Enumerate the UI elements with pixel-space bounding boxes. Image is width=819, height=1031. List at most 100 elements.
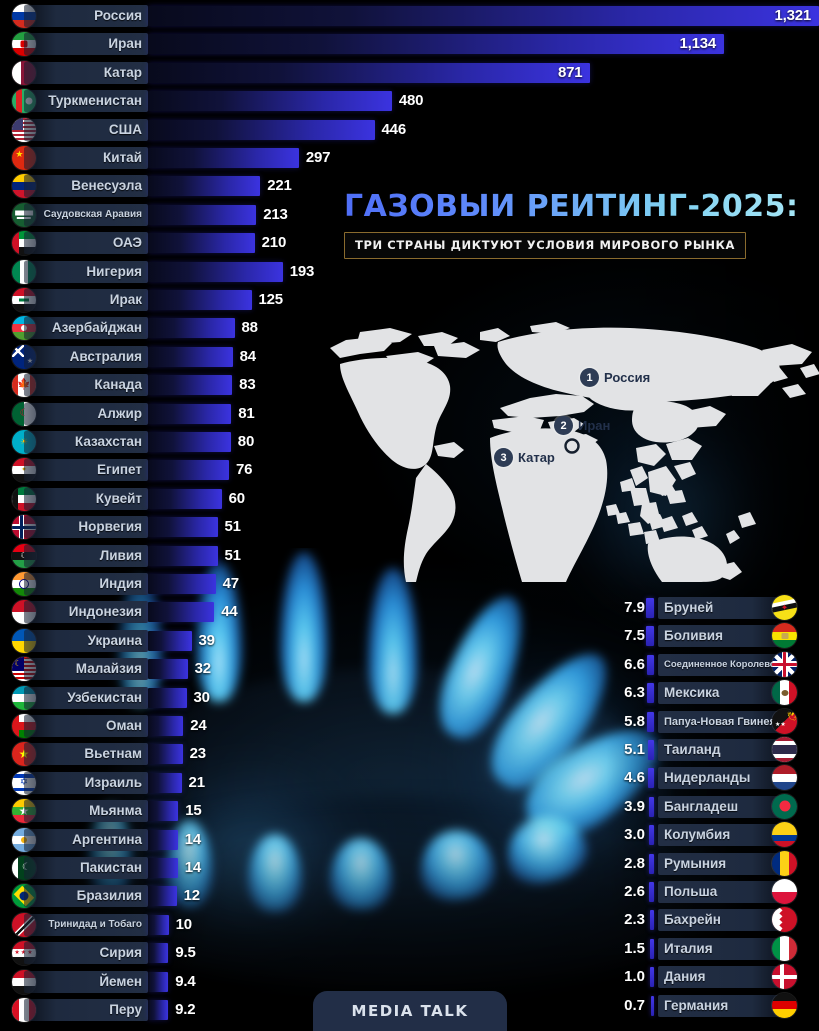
value-bar	[148, 687, 187, 708]
country-name: Катар	[103, 64, 142, 80]
value-bar	[647, 683, 654, 704]
value-bar	[647, 740, 654, 760]
country-name: Румыния	[664, 855, 727, 871]
country-flag-bh-icon	[772, 907, 797, 933]
ranking-row: Саудовская Аравия 213	[0, 201, 819, 229]
value-bar	[148, 943, 169, 964]
value-label: 60	[228, 489, 246, 507]
country-name: Аргентина	[72, 831, 142, 847]
country-name: Иран	[108, 36, 142, 52]
ranking-row: ☾ Малайзия 32	[0, 655, 819, 683]
country-label-panel: Колумбия	[658, 824, 785, 847]
ranking-row: Индия 47	[0, 570, 819, 598]
value-label: 76	[235, 461, 253, 479]
country-label-panel: Германия	[658, 994, 785, 1017]
ranking-row: Тринидад и Тобаго 10	[0, 911, 819, 939]
value-label: 213	[263, 205, 288, 223]
map-marker-3[interactable]: 3 Катар	[494, 448, 555, 467]
value-bar	[649, 853, 655, 874]
country-label-panel: Катар	[24, 61, 148, 84]
value-bar	[148, 630, 192, 651]
country-name: Бразилия	[76, 888, 142, 904]
country-name: Ливия	[99, 547, 142, 563]
map-marker-rank: 3	[494, 448, 513, 467]
secondary-ranking-row: 7.5 Боливия	[579, 622, 819, 650]
ranking-row: Катар 871	[0, 59, 819, 87]
value-bar	[148, 574, 216, 594]
secondary-ranking-row: 2.6 Польша	[579, 878, 819, 906]
country-name: Саудовская Аравия	[43, 208, 142, 220]
country-flag-nl-icon	[772, 765, 797, 791]
value-label: 39	[198, 631, 215, 649]
media-talk-label: MEDIA TALK	[351, 1002, 469, 1020]
secondary-ranking-row: 2.3 Бахрейн	[579, 906, 819, 934]
value-label: 1,134	[679, 35, 717, 53]
map-marker-rank: 2	[554, 416, 573, 435]
map-marker-2[interactable]: 2 Иран	[554, 416, 610, 435]
country-name: Вьетнам	[84, 746, 142, 762]
country-label-panel: Азербайджан	[24, 317, 148, 340]
value-bar	[148, 261, 283, 282]
map-marker-label: Иран	[578, 418, 611, 433]
country-label-panel: Канада	[24, 374, 148, 397]
value-label: 1.5	[624, 939, 645, 957]
value-bar	[148, 1000, 169, 1020]
country-label-panel: Саудовская Аравия	[24, 203, 148, 226]
country-name: Германия	[664, 997, 729, 1013]
ranking-row: Йемен 9.4	[0, 968, 819, 996]
ranking-row: США 446	[0, 116, 819, 144]
map-marker-rank: 1	[580, 368, 599, 387]
country-name: США	[108, 121, 142, 137]
media-talk-badge[interactable]: MEDIA TALK	[313, 991, 507, 1031]
country-name: Индонезия	[68, 604, 142, 620]
ranking-row: Перу 9.2	[0, 996, 819, 1024]
value-bar	[148, 62, 591, 83]
country-name: Канада	[94, 377, 142, 393]
country-name: Кувейт	[95, 490, 142, 506]
value-bar	[649, 882, 654, 902]
country-label-panel: Ливия	[24, 544, 148, 567]
page-subtitle: ТРИ СТРАНЫ ДИКТУЮТ УСЛОВИЯ МИРОВОГО РЫНК…	[355, 238, 736, 252]
country-label-panel: Италия	[658, 937, 785, 960]
value-label: 2.6	[624, 883, 645, 900]
country-name: Бруней	[664, 600, 714, 615]
value-label: 12	[183, 887, 201, 905]
value-label: 44	[221, 603, 238, 621]
value-label: 14	[184, 830, 202, 848]
country-name: Индия	[99, 576, 142, 591]
value-bar	[148, 148, 299, 168]
ranking-row: Азербайджан 88	[0, 314, 819, 342]
value-label: 871	[558, 63, 583, 81]
value-label: 88	[241, 319, 258, 337]
value-bar	[148, 6, 819, 26]
country-name: Азербайджан	[51, 320, 142, 336]
value-label: 3.0	[624, 826, 645, 844]
value-label: 51	[224, 546, 241, 564]
value-label: 446	[381, 120, 407, 138]
country-flag-co-icon	[772, 822, 797, 848]
country-name: Соединенное Королевство	[664, 658, 792, 670]
map-marker-1[interactable]: 1 Россия	[580, 368, 650, 387]
value-label: 297	[305, 149, 331, 166]
country-flag-th-icon	[772, 737, 797, 762]
country-flag-pl-icon	[772, 879, 797, 904]
country-label-panel: Бахрейн	[658, 909, 785, 932]
country-name: Мьянма	[89, 803, 142, 819]
country-name: Польша	[664, 884, 718, 899]
country-label-panel: Египет	[24, 459, 148, 482]
value-bar	[646, 626, 654, 647]
value-bar	[148, 488, 222, 509]
ranking-row: Венесуэла 221	[0, 172, 819, 200]
value-bar	[647, 711, 655, 732]
value-bar	[148, 403, 232, 424]
value-label: 7.9	[624, 599, 645, 616]
country-name: Нигерия	[86, 263, 142, 279]
value-bar	[650, 938, 654, 959]
country-name: Бахрейн	[664, 912, 721, 928]
country-name: Йемен	[99, 973, 142, 989]
ranking-row: Туркменистан 480	[0, 87, 819, 115]
value-bar	[148, 233, 255, 254]
value-label: 1,321	[774, 7, 811, 24]
value-bar	[148, 716, 184, 736]
